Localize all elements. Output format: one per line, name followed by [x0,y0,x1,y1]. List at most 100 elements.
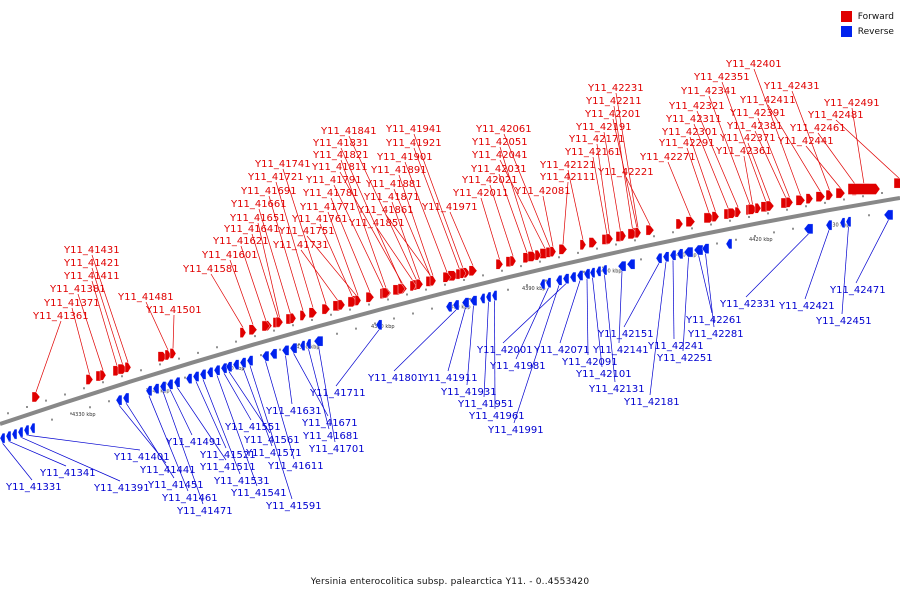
forward-gene-label: Y11_42491 [823,98,880,109]
reverse-gene-arrow [313,335,324,347]
forward-gene-label: Y11_41581 [182,264,239,275]
reverse-gene-arrow [17,426,24,438]
reverse-gene-arrow [246,355,254,366]
forward-label-connector [613,105,633,229]
forward-gene-label: Y11_41361 [32,311,89,322]
reverse-gene-arrow [683,246,694,258]
reverse-label-connector [265,361,295,460]
forward-gene-label: Y11_41791 [305,175,362,186]
reverse-gene-arrow [469,295,478,306]
forward-gene-label: Y11_41851 [348,218,405,229]
reverse-gene-arrow [305,338,312,350]
forward-gene-label: Y11_41411 [63,271,120,282]
reverse-gene-label: Y11_41701 [308,444,365,455]
reverse-gene-label: Y11_42281 [687,329,744,340]
forward-label-connector [449,211,474,266]
forward-label-connector [333,184,384,289]
forward-label-connector [391,201,420,280]
reverse-gene-label: Y11_42251 [656,353,713,364]
forward-gene-arrow [468,265,478,276]
reverse-gene-label: Y11_41681 [302,431,359,442]
reverse-gene-arrow [159,381,167,392]
forward-label-connector [330,197,371,293]
forward-gene-label: Y11_42161 [564,147,621,158]
forward-label-connector [689,136,716,212]
forward-label-connector [327,211,359,296]
forward-gene-label: Y11_42221 [597,167,654,178]
reverse-gene-arrow [185,373,193,384]
reverse-gene-arrow [569,271,577,283]
forward-label-connector [791,90,830,191]
forward-gene-arrow [289,313,297,324]
reverse-gene-arrow [545,277,552,288]
forward-gene-label: Y11_41651 [229,213,286,224]
forward-gene-label: Y11_41831 [312,138,369,149]
forward-label-connector [757,117,790,198]
forward-label-connector [499,146,533,252]
forward-gene-arrow [415,279,424,290]
reverse-gene-label: Y11_41531 [213,476,270,487]
reverse-gene-label: Y11_41401 [113,452,170,463]
forward-label-connector [229,259,254,325]
forward-label-connector [275,181,314,308]
reverse-label-connector [249,365,293,500]
forward-gene-label: Y11_41431 [63,245,120,256]
genome-title: Yersinia enterocolitica subsp. palearcti… [310,577,590,587]
forward-gene-arrow [495,259,504,270]
reverse-gene-label: Y11_41961 [468,411,525,422]
reverse-gene-label: Y11_42451 [815,316,872,327]
reverse-label-connector [169,389,193,436]
forward-gene-label: Y11_41941 [385,124,442,135]
reverse-gene-arrow [655,253,663,264]
forward-gene-label: Y11_41621 [212,236,269,247]
forward-gene-label: Y11_41841 [320,126,377,137]
reverse-gene-label: Y11_42151 [597,329,654,340]
reverse-gene-arrow [825,219,833,231]
gene-labels: Y11_41361 Y11_41371 Y11_41381 Y11_41411 Y11_… [5,59,886,517]
reverse-gene-label: Y11_42331 [719,299,776,310]
reverse-label-connector [515,287,549,360]
reverse-gene-arrow [166,379,174,390]
forward-gene-arrow [261,320,271,332]
reverse-gene-label: Y11_41711 [309,388,366,399]
forward-gene-label: Y11_41421 [63,258,120,269]
forward-label-connector [693,123,729,210]
reverse-label-connector [559,280,581,344]
reverse-gene-arrow [803,223,814,235]
reverse-gene-arrow [626,259,636,270]
forward-gene-label: Y11_42011 [452,188,509,199]
forward-gene-label: Y11_42361 [715,146,772,157]
forward-gene-label: Y11_42191 [575,122,632,133]
forward-gene-arrow [619,230,627,242]
forward-label-connector [91,267,123,365]
reverse-gene-arrow [461,297,470,308]
forward-label-connector [562,181,569,245]
reverse-label-connector [586,278,589,356]
reverse-gene-label: Y11_41561 [243,435,300,446]
forward-gene-arrow [549,246,557,257]
forward-gene-arrow [397,283,406,295]
reverse-gene-arrow [192,371,200,382]
forward-gene-label: Y11_42381 [726,121,783,132]
forward-label-connector [91,254,129,363]
forward-gene-label: Y11_42351 [693,72,750,83]
forward-gene-arrow [99,370,107,381]
reverse-gene-arrow [669,250,677,261]
legend-reverse-label: Reverse [857,26,894,37]
reverse-gene-label: Y11_42241 [647,341,704,352]
forward-gene-label: Y11_42271 [639,152,696,163]
forward-label-connector [71,307,90,375]
forward-label-connector [376,227,414,282]
forward-gene-label: Y11_41901 [376,152,433,163]
reverse-label-connector [855,219,889,284]
reverse-gene-label: Y11_41981 [489,361,546,372]
gene-arrows [0,177,900,444]
forward-gene-arrow [337,299,346,311]
forward-gene-label: Y11_41731 [272,240,329,251]
reverse-label-connector [216,375,258,487]
forward-gene-arrow [558,244,568,255]
forward-gene-label: Y11_42171 [568,134,625,145]
forward-label-connector [708,95,751,205]
forward-gene-label: Y11_41661 [230,199,287,210]
forward-gene-label: Y11_42411 [739,95,796,106]
